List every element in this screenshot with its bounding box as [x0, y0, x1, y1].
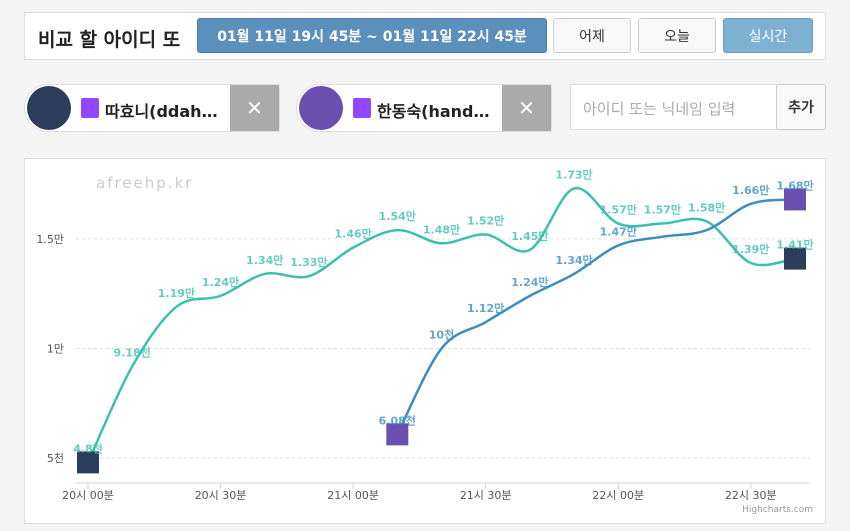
x-tick-label: 21시 00분 — [327, 489, 379, 502]
remove-button[interactable]: ✕ — [502, 85, 551, 131]
search-input[interactable]: 아이디 또는 닉네임 입력 — [570, 84, 777, 130]
y-tick-label: 1.5만 — [36, 233, 64, 246]
end-marker — [784, 247, 806, 270]
value-label: 1.57만 — [644, 203, 681, 217]
value-label: 4.8천 — [73, 441, 103, 455]
value-label: 1.34만 — [246, 253, 283, 267]
value-label: 1.12만 — [467, 301, 504, 315]
value-label: 1.24만 — [202, 275, 239, 289]
x-tick-label: 22시 00분 — [592, 489, 644, 502]
value-label: 1.66만 — [732, 183, 769, 197]
value-label: 1.39만 — [732, 242, 769, 256]
x-tick-label: 20시 00분 — [62, 489, 114, 502]
title: 비교 할 아이디 또 — [38, 29, 181, 51]
end-marker — [784, 188, 806, 211]
value-label: 1.54만 — [379, 209, 416, 223]
value-label: 1.24만 — [511, 275, 548, 289]
value-label: 1.41만 — [776, 238, 813, 252]
streamer-name: 한동숙(hand… — [377, 102, 490, 121]
value-label: 9.18천 — [114, 345, 151, 359]
twitch-icon — [81, 98, 99, 118]
value-label: 1.57만 — [600, 203, 637, 217]
end-marker — [77, 451, 99, 474]
value-label: 1.58만 — [688, 200, 725, 214]
end-marker — [386, 423, 409, 446]
value-label: 1.45만 — [511, 229, 548, 243]
value-label: 1.46만 — [334, 227, 371, 241]
avatar — [27, 86, 71, 130]
today-button[interactable]: 오늘 — [638, 18, 716, 53]
series-line — [396, 198, 796, 435]
yesterday-button[interactable]: 어제 — [553, 18, 631, 53]
credit: Highcharts.com — [742, 505, 813, 515]
watermark: afreehp.kr — [96, 174, 193, 192]
twitch-icon — [353, 98, 371, 118]
x-tick-label: 21시 30분 — [460, 489, 512, 502]
avatar — [299, 86, 343, 130]
value-label: 6.08천 — [379, 413, 416, 427]
value-label: 1.68만 — [776, 178, 813, 192]
value-label: 1.48만 — [423, 222, 460, 236]
value-label: 1.33만 — [290, 255, 327, 269]
y-tick-label: 5천 — [47, 451, 64, 465]
value-label: 1.73만 — [555, 167, 592, 181]
realtime-button[interactable]: 실시간 — [723, 18, 813, 53]
value-label: 10천 — [429, 327, 454, 341]
value-label: 1.47만 — [600, 224, 637, 238]
remove-button[interactable]: ✕ — [230, 85, 279, 131]
streamer-name: 따효니(ddah… — [105, 102, 218, 121]
add-button[interactable]: 추가 — [776, 84, 826, 130]
x-tick-label: 22시 30분 — [725, 489, 777, 502]
x-tick-label: 20시 30분 — [195, 489, 247, 502]
streamer-chip: 따효니(ddah… ✕ — [24, 84, 280, 132]
value-label: 1.52만 — [467, 214, 504, 228]
placeholder: 아이디 또는 닉네임 입력 — [583, 100, 736, 118]
y-tick-label: 1만 — [47, 342, 64, 355]
value-label: 1.19만 — [158, 286, 195, 300]
date-range-button[interactable]: 01월 11일 19시 45분 ~ 01월 11일 22시 45분 — [197, 18, 547, 53]
streamer-chip: 한동숙(hand… ✕ — [296, 84, 552, 132]
value-label: 1.34만 — [555, 253, 592, 267]
